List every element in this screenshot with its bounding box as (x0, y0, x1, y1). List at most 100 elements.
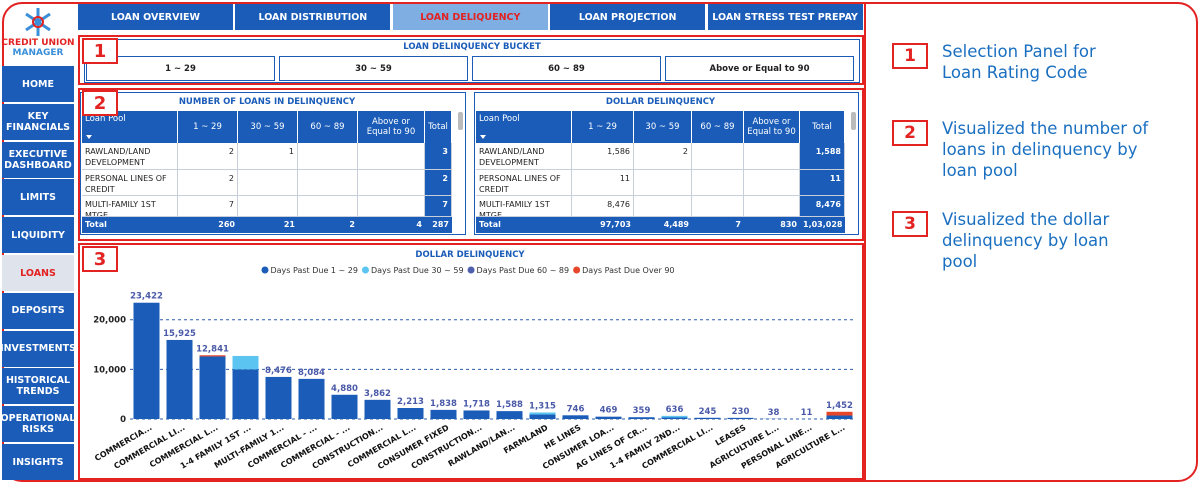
table-frame (80, 92, 466, 235)
total-label: 636 (666, 405, 684, 415)
sidebar-button[interactable]: HOME (2, 66, 74, 102)
sidebar-button[interactable]: OPERATIONAL RISKS (1, 406, 75, 443)
table-cell: 1 (238, 143, 298, 170)
table-cell: PERSONAL LINES OF CREDIT (476, 170, 572, 196)
legend-marker (261, 266, 269, 274)
total-cell: 4 (358, 217, 425, 233)
bar-segment (397, 408, 424, 419)
table-cell: 2 (178, 170, 238, 196)
total-label: 11 (801, 408, 813, 418)
column-header[interactable]: Total (800, 111, 845, 143)
total-label: 746 (567, 404, 585, 414)
column-header[interactable]: Total (425, 111, 452, 143)
bucket-button[interactable]: 60 ~ 89 (472, 56, 661, 81)
callout-number: 1 (892, 43, 928, 69)
total-cell: Total (82, 217, 178, 233)
total-label: 38 (768, 408, 780, 418)
bucket-button[interactable]: Above or Equal to 90 (665, 56, 854, 81)
sidebar-button[interactable]: DEPOSITS (2, 292, 74, 329)
sidebar-button[interactable]: LIQUIDITY (2, 217, 74, 254)
column-header[interactable]: 1 ~ 29 (178, 111, 238, 143)
total-label: 1,315 (529, 401, 556, 411)
tab[interactable]: LOAN PROJECTION (550, 4, 706, 30)
bar-segment (529, 414, 556, 419)
total-label: 1,718 (463, 399, 490, 409)
table-cell (298, 143, 358, 170)
table-cell (238, 170, 298, 196)
legend-marker (361, 266, 369, 274)
table-cell: RAWLAND/LAND DEVELOPMENT (82, 143, 178, 170)
tab[interactable]: LOAN DISTRIBUTION (235, 4, 391, 30)
table-cell: 2 (178, 143, 238, 170)
table-cell (298, 196, 358, 217)
legend-label: Days Past Due Over 90 (582, 266, 674, 275)
table-cell: 3 (425, 143, 452, 170)
bar-segment (661, 415, 688, 418)
total-label: 12,841 (196, 344, 229, 354)
bar-segment (463, 410, 490, 419)
tab[interactable]: LOAN OVERVIEW (78, 4, 233, 30)
bar-segment (298, 378, 325, 419)
column-header[interactable]: Above or Equal to 90 (744, 111, 800, 143)
total-cell: 2 (298, 217, 358, 233)
table-cell (634, 196, 692, 217)
column-header[interactable]: 30 ~ 59 (634, 111, 692, 143)
column-header[interactable]: 60 ~ 89 (298, 111, 358, 143)
bar-segment (331, 394, 358, 419)
tab[interactable]: LOAN DELIQUENCY (392, 4, 548, 30)
table-cell: 8,476 (800, 196, 845, 217)
bar-segment (199, 356, 226, 419)
tab[interactable]: LOAN STRESS TEST PREPAY (707, 4, 863, 30)
bucket-button[interactable]: 30 ~ 59 (279, 56, 468, 81)
sort-arrow (86, 135, 92, 139)
sidebar-button[interactable]: EXECUTIVE DASHBOARD (2, 141, 74, 178)
table-cell (358, 196, 425, 217)
table-cell (692, 143, 744, 170)
sidebar-button[interactable]: INSIGHTS (2, 444, 74, 480)
column-header[interactable]: 60 ~ 89 (692, 111, 744, 143)
callout-text: Visualized the dollar delinquency by loa… (942, 210, 1110, 271)
bucket-title: LOAN DELINQUENCY BUCKET (403, 42, 541, 52)
highlight-frame (78, 35, 864, 85)
scrollbar (851, 112, 856, 130)
bar-segment (529, 412, 556, 415)
column-header[interactable]: Loan Pool (476, 111, 572, 143)
table-cell: 8,476 (572, 196, 634, 217)
sidebar-button[interactable]: LOANS (2, 255, 74, 291)
total-label: 469 (600, 406, 618, 416)
bucket-button[interactable]: 1 ~ 29 (86, 56, 275, 81)
column-header[interactable]: Above or Equal to 90 (358, 111, 425, 143)
total-cell: 4,489 (634, 217, 692, 233)
bar-segment (826, 415, 853, 419)
highlight-frame (78, 243, 864, 480)
sidebar-button[interactable]: KEY FINANCIALS (2, 103, 74, 140)
total-cell: 830 (744, 217, 800, 233)
column-header[interactable]: 1 ~ 29 (572, 111, 634, 143)
callout-number: 2 (892, 120, 928, 146)
column-header[interactable]: 30 ~ 59 (238, 111, 298, 143)
table-cell (298, 170, 358, 196)
bar-segment (199, 355, 226, 357)
bar-segment (364, 399, 391, 419)
table-cell: 7 (178, 196, 238, 217)
callout-text: Selection Panel for Loan Rating Code (942, 42, 1096, 82)
total-label: 3,862 (364, 389, 391, 399)
marker: 3 (82, 246, 118, 272)
table-cell: 2 (634, 143, 692, 170)
callout-number: 3 (892, 211, 928, 237)
logo-line2: MANAGER (12, 48, 64, 58)
sidebar-button[interactable]: HISTORICAL TRENDS (2, 368, 74, 405)
table-cell: PERSONAL LINES OF CREDIT (82, 170, 178, 196)
bar-segment (562, 415, 589, 419)
logo-line1: CREDIT UNION (1, 38, 75, 48)
table-cell: 7 (425, 196, 452, 217)
bar-segment (133, 302, 160, 419)
sidebar-button[interactable]: INVESTMENTS (0, 330, 76, 367)
total-label: 15,925 (163, 329, 196, 339)
total-label: 23,422 (130, 292, 163, 302)
sidebar-button[interactable]: LIMITS (2, 179, 74, 216)
table-cell (744, 196, 800, 217)
column-header[interactable]: Loan Pool (82, 111, 178, 143)
legend-label: Days Past Due 60 ~ 89 (477, 266, 570, 275)
y-tick-label: 10,000 (93, 365, 126, 375)
